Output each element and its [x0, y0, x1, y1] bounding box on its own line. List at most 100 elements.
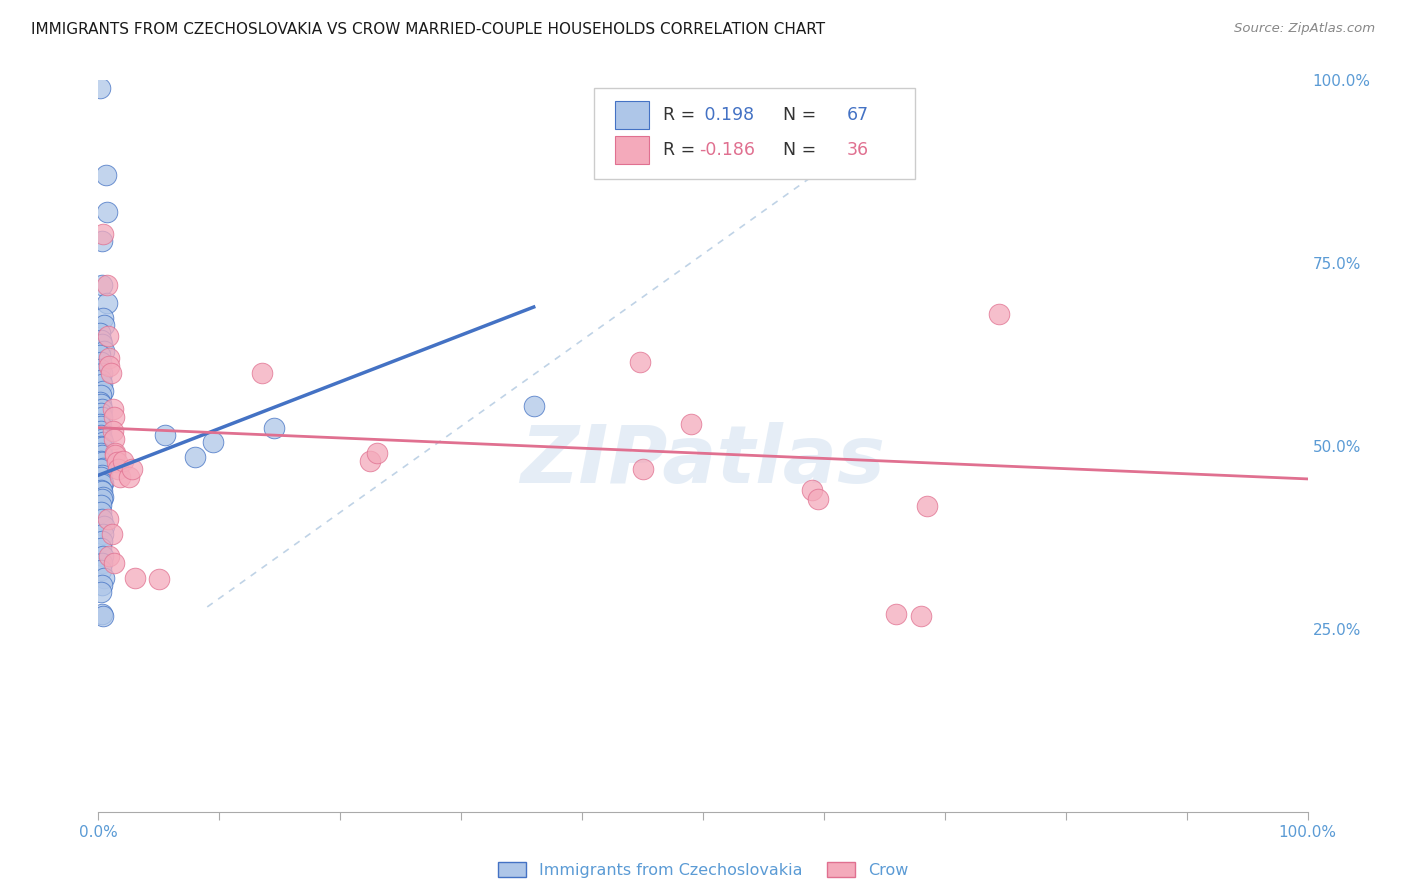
Point: [103, 409, 125, 424]
Point: [202, 435, 225, 450]
Point: [90, 563, 112, 577]
Point: [90, 469, 112, 483]
Point: [90, 406, 112, 420]
Point: [915, 499, 938, 513]
Point: [91, 512, 114, 526]
Text: R =: R =: [664, 105, 700, 124]
Point: [153, 428, 176, 442]
Point: [91, 549, 114, 563]
Point: [118, 469, 141, 483]
Point: [101, 402, 124, 417]
Point: [360, 453, 382, 467]
Point: [366, 446, 388, 460]
Point: [105, 455, 128, 469]
Point: [100, 366, 122, 380]
Point: [148, 572, 170, 586]
Point: [104, 446, 127, 460]
Point: [90, 541, 112, 556]
Point: [523, 399, 546, 413]
Point: [93, 519, 115, 533]
Point: [91, 310, 114, 325]
FancyBboxPatch shape: [595, 87, 915, 179]
Point: [90, 585, 112, 599]
Point: [98, 351, 121, 366]
Point: [124, 571, 146, 585]
Point: [91, 477, 114, 491]
Point: [90, 446, 112, 460]
Point: [886, 607, 908, 622]
Point: [910, 608, 932, 623]
Point: [103, 432, 125, 446]
Point: [90, 453, 112, 467]
Point: [89, 326, 111, 340]
Point: [91, 461, 114, 475]
Point: [90, 505, 112, 519]
Text: R =: R =: [664, 141, 700, 159]
Point: [91, 490, 114, 504]
Point: [800, 483, 823, 497]
Point: [250, 366, 273, 380]
Point: [90, 388, 112, 402]
Point: [89, 362, 111, 376]
Point: [108, 469, 131, 483]
Point: [90, 425, 112, 439]
Point: [91, 278, 114, 293]
Point: [111, 453, 134, 467]
Point: [91, 534, 114, 549]
Point: [96, 278, 118, 293]
Point: [104, 448, 127, 462]
Point: [90, 373, 112, 387]
Point: [263, 421, 285, 435]
Text: IMMIGRANTS FROM CZECHOSLOVAKIA VS CROW MARRIED-COUPLE HOUSEHOLDS CORRELATION CHA: IMMIGRANTS FROM CZECHOSLOVAKIA VS CROW M…: [31, 22, 825, 37]
Point: [91, 448, 114, 462]
Point: [91, 376, 114, 391]
Point: [91, 578, 114, 592]
Point: [628, 355, 651, 369]
Point: [631, 462, 654, 476]
Point: [107, 462, 129, 476]
Text: Source: ZipAtlas.com: Source: ZipAtlas.com: [1234, 22, 1375, 36]
Point: [96, 296, 118, 310]
Point: [94, 169, 117, 183]
Point: [91, 435, 114, 450]
Point: [988, 307, 1011, 321]
Point: [90, 355, 112, 369]
Point: [91, 468, 114, 483]
Point: [91, 336, 114, 351]
Point: [91, 556, 114, 570]
Legend: Immigrants from Czechoslovakia, Crow: Immigrants from Czechoslovakia, Crow: [491, 855, 915, 884]
Point: [91, 234, 114, 248]
Point: [91, 475, 114, 490]
Point: [89, 80, 111, 95]
Point: [103, 556, 125, 570]
Text: ZIPatlas: ZIPatlas: [520, 422, 886, 500]
Point: [91, 455, 114, 469]
Point: [121, 462, 143, 476]
Point: [90, 333, 112, 347]
Point: [90, 483, 112, 497]
Point: [91, 526, 114, 541]
Point: [91, 607, 114, 622]
Point: [91, 608, 114, 623]
Point: [91, 409, 114, 424]
Point: [90, 498, 112, 512]
Text: N =: N =: [772, 141, 821, 159]
FancyBboxPatch shape: [614, 101, 648, 128]
Point: [679, 417, 702, 431]
Point: [101, 425, 124, 439]
Point: [91, 491, 114, 506]
Point: [90, 439, 112, 453]
Text: N =: N =: [772, 105, 821, 124]
Point: [91, 366, 114, 380]
Point: [184, 450, 207, 464]
Text: 0.198: 0.198: [699, 105, 755, 124]
Point: [89, 417, 111, 431]
Text: 67: 67: [846, 105, 869, 124]
Point: [93, 318, 115, 333]
Text: -0.186: -0.186: [699, 141, 755, 159]
Point: [100, 526, 122, 541]
Point: [93, 571, 115, 585]
Point: [91, 384, 114, 399]
Point: [93, 343, 115, 358]
Point: [89, 395, 111, 409]
